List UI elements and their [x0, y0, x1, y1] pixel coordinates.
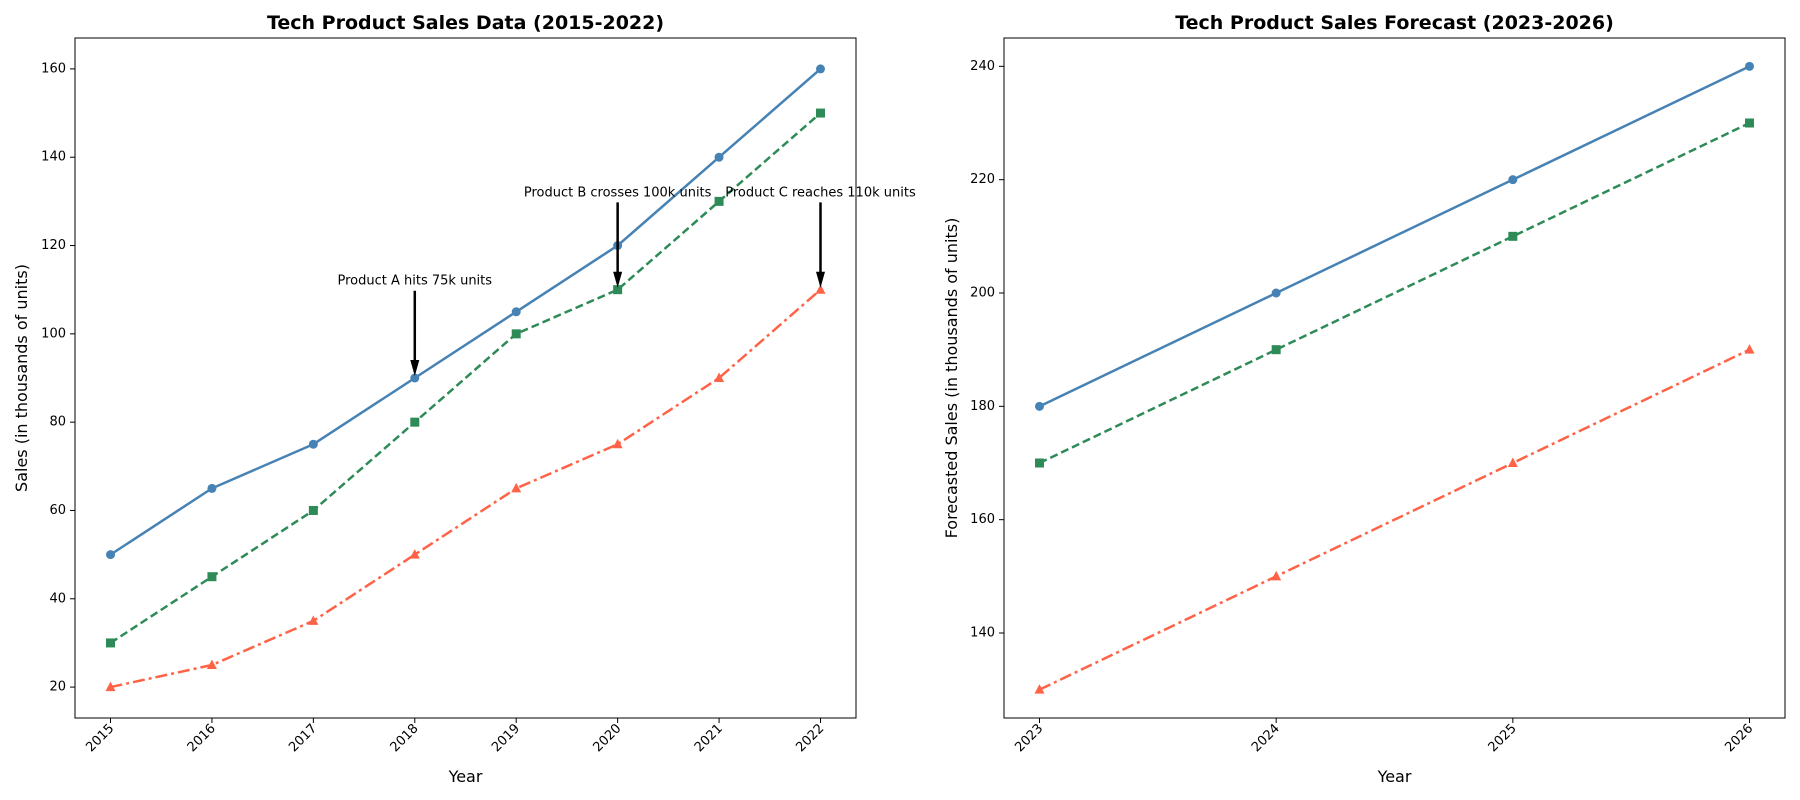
y-ticks-left: 20 40 60 80 100 120 140 160 — [41, 61, 75, 695]
y-tick-label: 220 — [970, 172, 995, 187]
y-tick-label: 140 — [970, 626, 995, 641]
x-tick-label: 2017 — [286, 721, 320, 755]
series-layer-right — [1034, 61, 1755, 694]
series-line-1 — [109, 67, 822, 556]
series-line-1 — [1038, 65, 1751, 408]
chart-left: Tech Product Sales Data (2015-2022) Year… — [12, 12, 916, 786]
x-tick-label: 2025 — [1486, 721, 1520, 755]
data-point-circle — [207, 483, 217, 493]
y-tick-label: 140 — [41, 150, 66, 165]
annotation-arrow-head — [410, 360, 420, 376]
data-point-circle — [714, 152, 724, 162]
data-point-square — [1271, 345, 1281, 355]
y-tick-label: 60 — [49, 503, 66, 518]
annotation-arrow-head — [816, 271, 825, 288]
data-point-circle — [106, 550, 115, 560]
y-tick-label: 160 — [970, 512, 995, 527]
x-ticks-left: 2015 2016 2017 2018 2019 2020 2021 2022 — [83, 718, 827, 755]
y-tick-label: 20 — [49, 680, 66, 695]
annotation-layer-left: Product A hits 75k units Product B crosse… — [338, 185, 916, 376]
series-layer-left — [105, 64, 826, 692]
y-ticks-right: 140 160 180 200 220 240 — [970, 59, 1004, 641]
data-point-triangle — [612, 438, 623, 449]
data-point-triangle — [1034, 684, 1045, 694]
x-tick-label: 2022 — [793, 721, 827, 755]
data-point-circle — [1035, 401, 1044, 411]
y-tick-label: 80 — [49, 415, 66, 430]
x-tick-label: 2023 — [1012, 721, 1046, 755]
y-tick-label: 200 — [970, 286, 995, 301]
y-tick-label: 160 — [41, 61, 66, 76]
annotation-label: Product C reaches 110k units — [725, 185, 916, 200]
data-point-triangle — [1271, 570, 1282, 581]
data-point-triangle — [308, 615, 319, 625]
x-tick-label: 2018 — [388, 721, 422, 755]
series-line-3 — [1038, 348, 1751, 691]
y-tick-label: 40 — [49, 591, 66, 606]
plot-frame-left — [74, 37, 857, 719]
annotation-label: Product B crosses 100k units — [524, 185, 712, 200]
y-axis-label-left: Sales (in thousands of units) — [12, 264, 31, 492]
data-point-square — [714, 196, 724, 206]
chart-right: Tech Product Sales Forecast (2023-2026) … — [942, 12, 1786, 786]
data-point-circle — [308, 439, 318, 449]
series-line-2 — [1038, 121, 1751, 465]
data-point-triangle — [511, 482, 522, 493]
data-point-triangle — [815, 284, 826, 294]
data-point-circle — [1745, 61, 1754, 71]
data-point-square — [511, 329, 521, 339]
data-point-circle — [1271, 288, 1281, 298]
data-point-triangle — [714, 372, 725, 382]
y-tick-label: 100 — [41, 326, 66, 341]
y-axis-label-right: Forecasted Sales (in thousands of units) — [942, 218, 961, 539]
x-ticks-right: 2023 2024 2025 2026 — [1012, 718, 1756, 755]
x-tick-label: 2015 — [83, 721, 117, 755]
y-tick-label: 120 — [41, 238, 66, 253]
annotation-label: Product A hits 75k units — [338, 274, 493, 289]
x-axis-label-right: Year — [1377, 767, 1412, 786]
chart-title-right: Tech Product Sales Forecast (2023-2026) — [1175, 12, 1614, 34]
x-axis-label-left: Year — [448, 767, 483, 786]
annotation-arrow-head — [613, 271, 623, 288]
data-point-square — [816, 108, 825, 118]
y-tick-label: 240 — [970, 59, 995, 74]
series-line-2 — [109, 112, 822, 644]
series-line-3 — [110, 288, 822, 689]
x-tick-label: 2024 — [1249, 721, 1283, 755]
y-tick-label: 180 — [970, 399, 995, 414]
data-point-circle — [511, 307, 521, 317]
data-point-square — [308, 505, 318, 515]
data-point-circle — [410, 373, 420, 383]
data-point-square — [1745, 118, 1754, 128]
data-point-square — [410, 417, 420, 427]
chart-title-left: Tech Product Sales Data (2015-2022) — [267, 12, 664, 34]
data-point-square — [1035, 458, 1044, 468]
plot-frame-right — [1003, 37, 1786, 719]
data-point-square — [1508, 231, 1518, 241]
data-point-circle — [1508, 175, 1518, 185]
data-point-triangle — [1744, 344, 1755, 354]
data-point-triangle — [1507, 457, 1518, 467]
x-tick-label: 2026 — [1722, 721, 1756, 755]
data-point-square — [106, 638, 115, 648]
data-point-triangle — [409, 549, 420, 559]
data-point-triangle — [206, 659, 217, 670]
data-point-square — [207, 572, 217, 582]
x-tick-label: 2016 — [185, 721, 219, 755]
x-tick-label: 2021 — [692, 721, 726, 755]
data-point-square — [613, 285, 623, 295]
data-point-circle — [816, 64, 825, 74]
x-tick-label: 2019 — [489, 721, 523, 755]
x-tick-label: 2020 — [590, 721, 624, 755]
data-point-triangle — [105, 681, 116, 692]
